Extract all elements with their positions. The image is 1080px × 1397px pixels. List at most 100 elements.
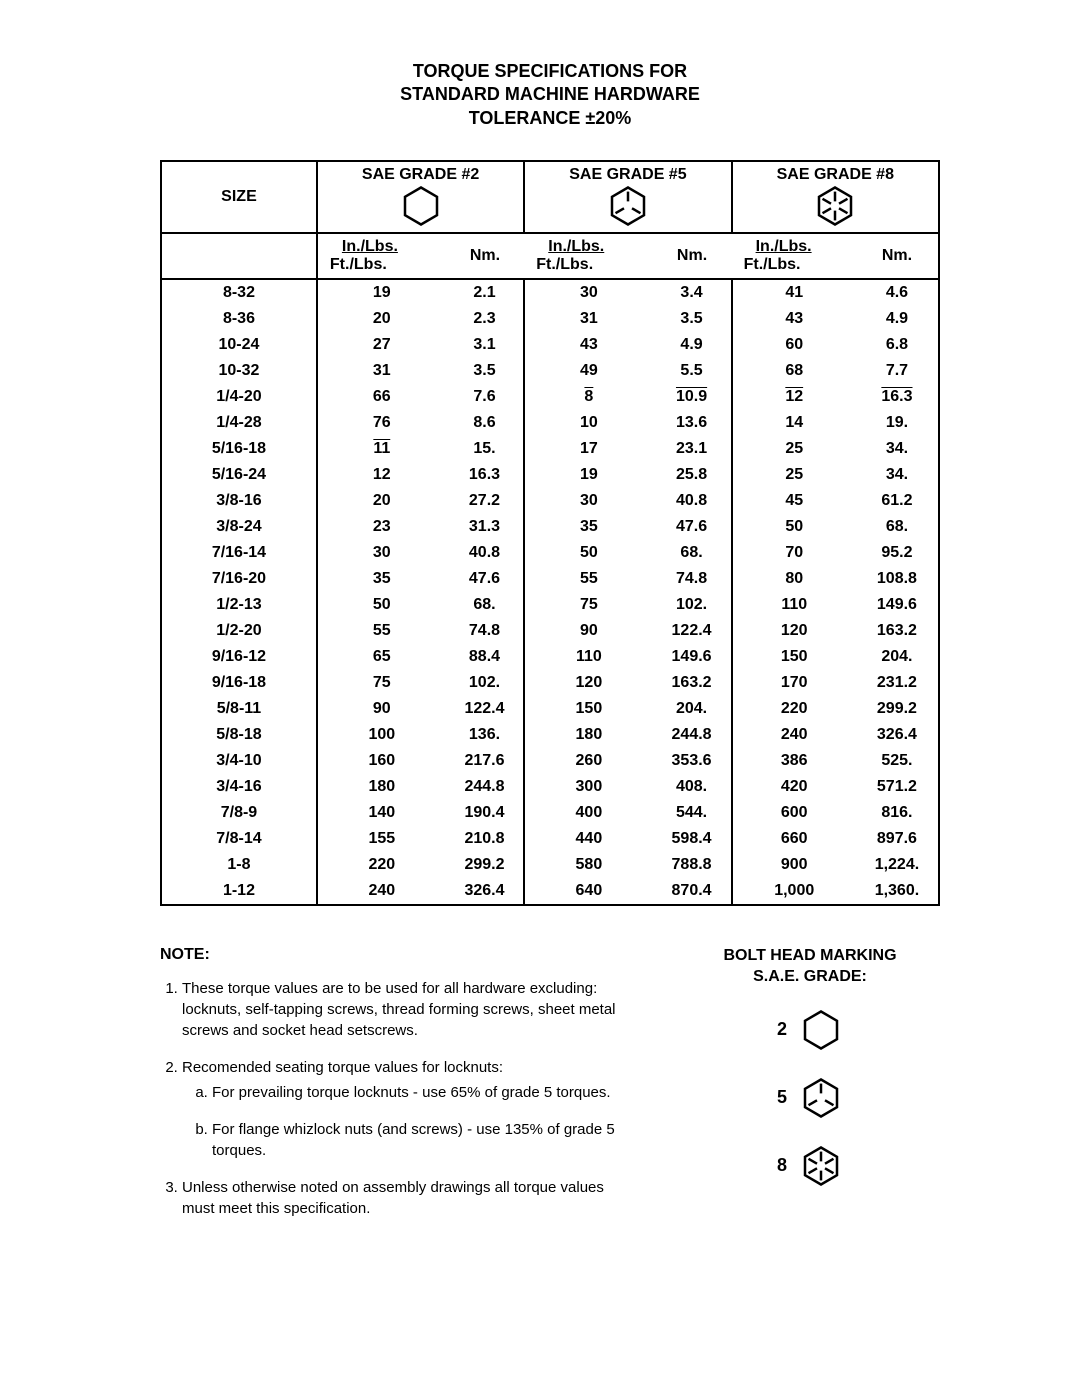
cell-size: 10-32	[161, 358, 317, 384]
cell-value: 788.8	[653, 852, 732, 878]
cell-value: 217.6	[446, 748, 525, 774]
cell-size: 8-36	[161, 306, 317, 332]
cell-value: 20	[317, 306, 446, 332]
hex-six-icon	[813, 184, 857, 228]
cell-value: 61.2	[856, 488, 939, 514]
cell-value: 45	[732, 488, 856, 514]
cell-value: 75	[317, 670, 446, 696]
page-title: TORQUE SPECIFICATIONS FOR STANDARD MACHI…	[160, 60, 940, 130]
cell-value: 120	[524, 670, 652, 696]
cell-value: 163.2	[856, 618, 939, 644]
cell-value: 47.6	[653, 514, 732, 540]
cell-value: 400	[524, 800, 652, 826]
cell-value: 571.2	[856, 774, 939, 800]
cell-size: 1-8	[161, 852, 317, 878]
cell-size: 7/16-20	[161, 566, 317, 592]
grade-item: 8	[680, 1144, 940, 1188]
cell-value: 31	[524, 306, 652, 332]
cell-value: 74.8	[446, 618, 525, 644]
cell-value: 440	[524, 826, 652, 852]
cell-value: 19	[524, 462, 652, 488]
table-row: 3/8-162027.23040.84561.2	[161, 488, 939, 514]
cell-value: 3.5	[653, 306, 732, 332]
cell-value: 210.8	[446, 826, 525, 852]
cell-value: 122.4	[653, 618, 732, 644]
table-row: 3/4-16180244.8300408.420571.2	[161, 774, 939, 800]
note-item: Unless otherwise noted on assembly drawi…	[182, 1177, 640, 1219]
grade-number: 2	[777, 1019, 787, 1040]
cell-value: 108.8	[856, 566, 939, 592]
cell-value: 598.4	[653, 826, 732, 852]
cell-value: 244.8	[446, 774, 525, 800]
cell-value: 110	[732, 592, 856, 618]
cell-size: 3/4-10	[161, 748, 317, 774]
cell-value: 10	[524, 410, 652, 436]
cell-value: 140	[317, 800, 446, 826]
table-row: 8-32192.1303.4414.6	[161, 279, 939, 306]
cell-value: 95.2	[856, 540, 939, 566]
cell-value: 102.	[446, 670, 525, 696]
cell-size: 5/16-18	[161, 436, 317, 462]
cell-value: 76	[317, 410, 446, 436]
cell-value: 640	[524, 878, 652, 905]
bolt-grade-section: BOLT HEAD MARKING S.A.E. GRADE: 258	[680, 946, 940, 1235]
cell-size: 1/2-13	[161, 592, 317, 618]
cell-value: 525.	[856, 748, 939, 774]
table-row: 3/4-10160217.6260353.6386525.	[161, 748, 939, 774]
table-row: 7/16-143040.85068.7095.2	[161, 540, 939, 566]
cell-value: 10.9	[653, 384, 732, 410]
cell-value: 102.	[653, 592, 732, 618]
cell-value: 23.1	[653, 436, 732, 462]
cell-size: 3/8-16	[161, 488, 317, 514]
cell-value: 50	[524, 540, 652, 566]
cell-value: 66	[317, 384, 446, 410]
note-subitem: For flange whizlock nuts (and screws) - …	[212, 1119, 640, 1161]
cell-value: 30	[317, 540, 446, 566]
cell-value: 4.6	[856, 279, 939, 306]
cell-value: 35	[317, 566, 446, 592]
cell-value: 30	[524, 488, 652, 514]
table-row: 1/2-135068.75102.110149.6	[161, 592, 939, 618]
cell-value: 1,000	[732, 878, 856, 905]
unit-g5-nm: Nm.	[653, 233, 732, 279]
table-row: 5/8-18100136.180244.8240326.4	[161, 722, 939, 748]
cell-value: 220	[317, 852, 446, 878]
notes-list: These torque values are to be used for a…	[160, 978, 640, 1219]
cell-size: 7/16-14	[161, 540, 317, 566]
unit-g5-left: In./Lbs. Ft./Lbs.	[524, 233, 652, 279]
cell-value: 897.6	[856, 826, 939, 852]
cell-value: 8.6	[446, 410, 525, 436]
cell-size: 5/8-11	[161, 696, 317, 722]
cell-value: 220	[732, 696, 856, 722]
grade-number: 8	[777, 1155, 787, 1176]
title-line2: STANDARD MACHINE HARDWARE	[400, 84, 700, 104]
table-row: 7/16-203547.65574.880108.8	[161, 566, 939, 592]
cell-value: 204.	[653, 696, 732, 722]
cell-value: 16.3	[446, 462, 525, 488]
cell-value: 2.1	[446, 279, 525, 306]
cell-value: 1,224.	[856, 852, 939, 878]
table-row: 10-32313.5495.5687.7	[161, 358, 939, 384]
cell-value: 25	[732, 436, 856, 462]
cell-size: 7/8-9	[161, 800, 317, 826]
bolt-heading: BOLT HEAD MARKING S.A.E. GRADE:	[680, 946, 940, 988]
cell-value: 19.	[856, 410, 939, 436]
cell-value: 120	[732, 618, 856, 644]
cell-value: 75	[524, 592, 652, 618]
cell-value: 4.9	[856, 306, 939, 332]
table-row: 7/8-9140190.4400544.600816.	[161, 800, 939, 826]
cell-size: 9/16-18	[161, 670, 317, 696]
cell-size: 10-24	[161, 332, 317, 358]
cell-value: 43	[732, 306, 856, 332]
cell-value: 299.2	[446, 852, 525, 878]
cell-value: 231.2	[856, 670, 939, 696]
cell-size: 9/16-12	[161, 644, 317, 670]
cell-value: 100	[317, 722, 446, 748]
title-line3: TOLERANCE ±20%	[469, 108, 632, 128]
cell-value: 8	[524, 384, 652, 410]
cell-value: 27	[317, 332, 446, 358]
cell-value: 74.8	[653, 566, 732, 592]
cell-value: 7.7	[856, 358, 939, 384]
cell-value: 3.5	[446, 358, 525, 384]
unit-g2-left: In./Lbs. Ft./Lbs.	[317, 233, 446, 279]
